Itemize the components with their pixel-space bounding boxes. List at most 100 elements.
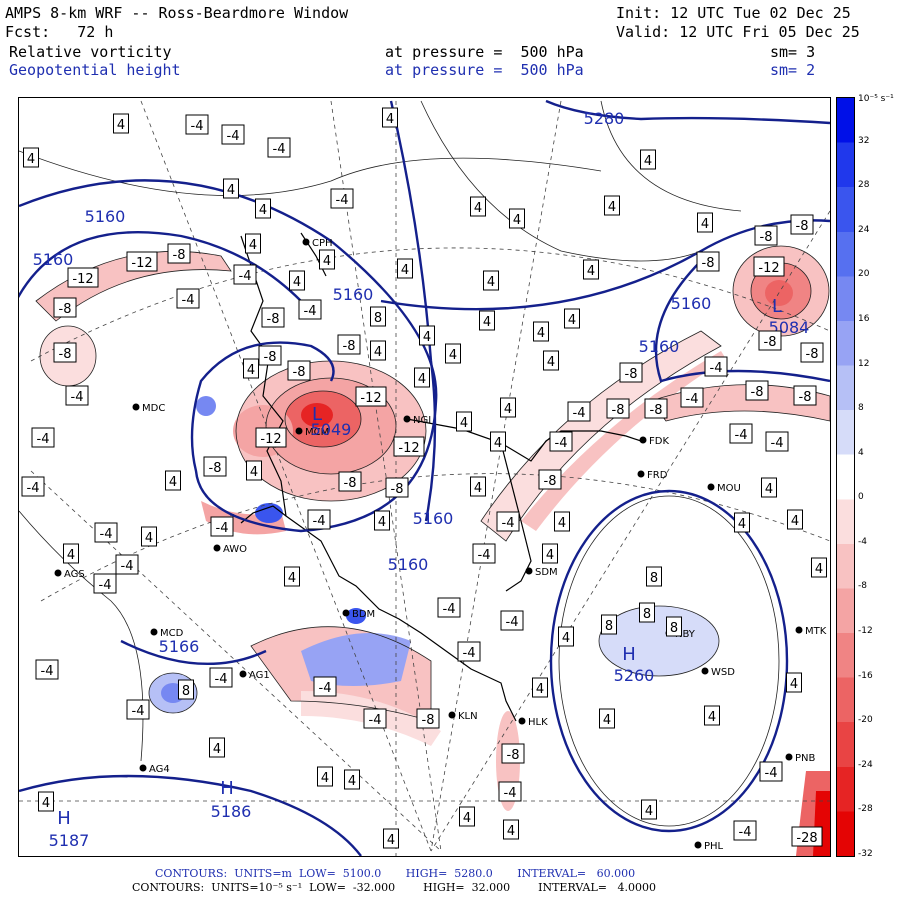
field1-name: Relative vorticity (9, 43, 172, 61)
station-label: NBY (675, 629, 696, 640)
vorticity-value-label: 4 (532, 677, 548, 698)
field1-level: at pressure = 500 hPa (385, 43, 584, 61)
vorticity-value-label: -4 (21, 476, 45, 497)
height-label: 5160 (33, 250, 74, 269)
vorticity-value: -8 (422, 713, 435, 728)
station-ag4[interactable]: AG4 (139, 764, 170, 775)
station-ngi[interactable]: NGI (403, 415, 432, 426)
station-kln[interactable]: KLN (448, 711, 478, 722)
station-ags[interactable]: AGS (54, 569, 85, 580)
vorticity-map[interactable]: MDC CPH MCM NGI FDK FRD MOU AWO AGS SDM MCD AG1 BDM N… (18, 97, 831, 857)
station-sdm[interactable]: SDM (525, 567, 558, 578)
vorticity-value: -8 (751, 385, 764, 400)
vorticity-value-label: -4 (330, 188, 354, 209)
vorticity-value-label: 4 (397, 258, 413, 279)
station-label: HLK (528, 717, 548, 728)
vorticity-value-label: -12 (753, 256, 785, 277)
vorticity-value: -8 (544, 474, 557, 489)
vorticity-value-label: 4 (246, 460, 262, 481)
vorticity-value-label: -4 (733, 820, 757, 841)
vorticity-value: -12 (398, 441, 419, 456)
vorticity-value-label: -12 (67, 267, 99, 288)
vorticity-labels: 4 -4 -4 4 4 -4 4 4 -4 4 4 4 4 4 -8 -8 4 -8 -12 4 4 -8 -12 -12 -4… (21, 107, 827, 849)
station-label: MCD (160, 628, 184, 639)
vorticity-value: 4 (603, 713, 611, 728)
vorticity-value: 4 (213, 742, 221, 757)
station-mtk[interactable]: MTK (795, 626, 827, 637)
station-fdk[interactable]: FDK (639, 436, 670, 447)
vorticity-value-label: -4 (267, 137, 291, 158)
vorticity-value: -8 (507, 748, 520, 763)
vorticity-value: -8 (650, 403, 663, 418)
vorticity-value-label: 4 (542, 543, 558, 564)
height-label: 5160 (333, 285, 374, 304)
vorticity-value-label: 4 (445, 343, 461, 364)
vorticity-value-label: -8 (754, 225, 778, 246)
vorticity-value-label: -8 (696, 251, 720, 272)
station-wsd[interactable]: WSD (701, 667, 736, 678)
vorticity-value: -4 (227, 129, 240, 144)
height-label: 5160 (413, 509, 454, 528)
vorticity-value: 4 (507, 824, 515, 839)
vorticity-value-label: -4 (233, 264, 257, 285)
station-frd[interactable]: FRD (637, 470, 668, 481)
colorbar-tick-label: -8 (858, 581, 867, 592)
vorticity-value: 8 (670, 621, 678, 636)
vorticity-value: 4 (790, 677, 798, 692)
vorticity-value: 4 (247, 363, 255, 378)
station-mou[interactable]: MOU (707, 483, 741, 494)
colorbar-tick-label: -12 (858, 626, 873, 637)
vorticity-value: 4 (701, 217, 709, 232)
colorbar-tick-label: 32 (858, 135, 870, 146)
station-pnb[interactable]: PNB (785, 753, 816, 764)
station-cph[interactable]: CPH (302, 238, 333, 249)
vorticity-value: 4 (460, 416, 468, 431)
vorticity-value: -12 (72, 272, 93, 287)
vorticity-value: -8 (209, 461, 222, 476)
vorticity-value: 4 (227, 183, 235, 198)
vorticity-value-label: 4 (223, 178, 239, 199)
station-ag1[interactable]: AG1 (239, 670, 270, 681)
colorbar-tick-label: -24 (858, 759, 873, 770)
station-hlk[interactable]: HLK (518, 717, 549, 728)
vorticity-value-label: 8 (666, 616, 682, 637)
vorticity-value: 4 (67, 548, 75, 563)
vorticity-value-label: -4 (680, 387, 704, 408)
vorticity-value-label: 4 (344, 769, 360, 790)
geopotential-height-contours (19, 99, 830, 856)
vorticity-value-label: 4 (470, 476, 486, 497)
station-dot (132, 403, 140, 411)
station-label: SDM (535, 567, 558, 578)
vorticity-value-label: 8 (601, 614, 617, 635)
station-dot (54, 569, 62, 577)
vorticity-value: 4 (815, 562, 823, 577)
station-dot (795, 626, 803, 634)
vorticity-value: 4 (708, 710, 716, 725)
vorticity-value: 4 (562, 631, 570, 646)
station-awo[interactable]: AWO (213, 544, 248, 555)
station-phl[interactable]: PHL (694, 841, 724, 852)
vorticity-value: 4 (463, 811, 471, 826)
vorticity-value-label: -4 (437, 597, 461, 618)
height-label: 5160 (639, 337, 680, 356)
vorticity-value: 4 (546, 548, 554, 563)
vorticity-value: 4 (765, 482, 773, 497)
station-mcd[interactable]: MCD (150, 628, 184, 639)
vorticity-value: 4 (401, 263, 409, 278)
height-label: 5166 (159, 637, 200, 656)
vorticity-value: 4 (537, 326, 545, 341)
station-mdc[interactable]: MDC (132, 403, 166, 414)
station-mcm[interactable]: MCM (295, 427, 330, 438)
vorticity-value-label: 4 (479, 310, 495, 331)
vorticity-value: 4 (348, 774, 356, 789)
vorticity-value: 4 (42, 796, 50, 811)
station-bdm[interactable]: BDM (342, 609, 376, 620)
vorticity-value: -4 (216, 521, 229, 536)
extremum-marker: H (57, 808, 71, 829)
vorticity-value-label: 4 (786, 672, 802, 693)
station-dot (239, 670, 247, 678)
height-label: 5260 (614, 666, 655, 685)
vorticity-value-label: 4 (470, 196, 486, 217)
vorticity-value: 4 (513, 213, 521, 228)
